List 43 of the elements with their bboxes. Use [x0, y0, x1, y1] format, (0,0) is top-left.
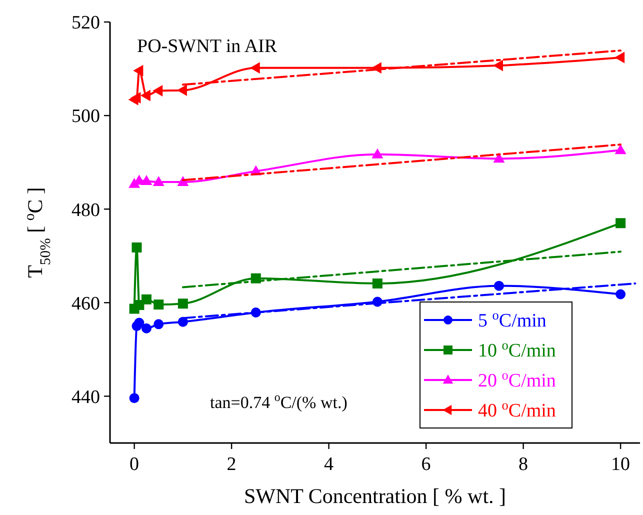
y-tick-label: 440	[72, 386, 100, 408]
legend-label: 5 $^{o}$C/min	[478, 307, 547, 332]
x-tick-label: 2	[226, 454, 236, 475]
x-tick-label: 8	[518, 454, 528, 475]
x-tick-label: 10	[611, 454, 630, 475]
y-tick-label: 480	[72, 200, 100, 221]
point	[492, 60, 503, 72]
point	[140, 90, 150, 102]
x-tick-label: 6	[421, 454, 431, 475]
y-tick-label: 520	[72, 12, 100, 34]
x-axis-title: SWNT Concentration [ % wt. ]	[244, 484, 506, 508]
point	[154, 319, 164, 330]
point	[493, 152, 505, 163]
point	[614, 52, 625, 64]
point	[129, 393, 140, 404]
y-tick-label: 460	[72, 293, 100, 314]
annotation: tan=0.74 $^{o}$C/(% wt.)	[210, 390, 348, 412]
point	[178, 298, 188, 309]
point	[176, 84, 187, 96]
legend-label: 20 $^{o}$C/min	[478, 367, 556, 392]
point	[372, 148, 384, 158]
text: PO-SWNT in AIR	[137, 36, 278, 57]
point	[250, 62, 260, 74]
point	[152, 176, 164, 186]
point	[140, 175, 152, 186]
point	[154, 300, 164, 310]
point	[616, 218, 626, 228]
x-tick-label: 0	[130, 454, 140, 475]
point	[614, 144, 626, 154]
point	[130, 92, 141, 104]
point	[494, 280, 504, 291]
point	[616, 289, 626, 300]
point	[134, 318, 144, 328]
point	[133, 64, 144, 76]
x-tick-label: 4	[324, 454, 334, 475]
point	[141, 323, 152, 334]
point	[132, 242, 142, 252]
point	[152, 85, 163, 97]
legend-label: 10 $^{o}$C/min	[478, 337, 556, 362]
y-tick-label: 500	[72, 106, 100, 128]
point	[141, 294, 152, 304]
point	[372, 278, 382, 288]
legend-label: 40 $^{o}$C/min	[478, 397, 556, 422]
